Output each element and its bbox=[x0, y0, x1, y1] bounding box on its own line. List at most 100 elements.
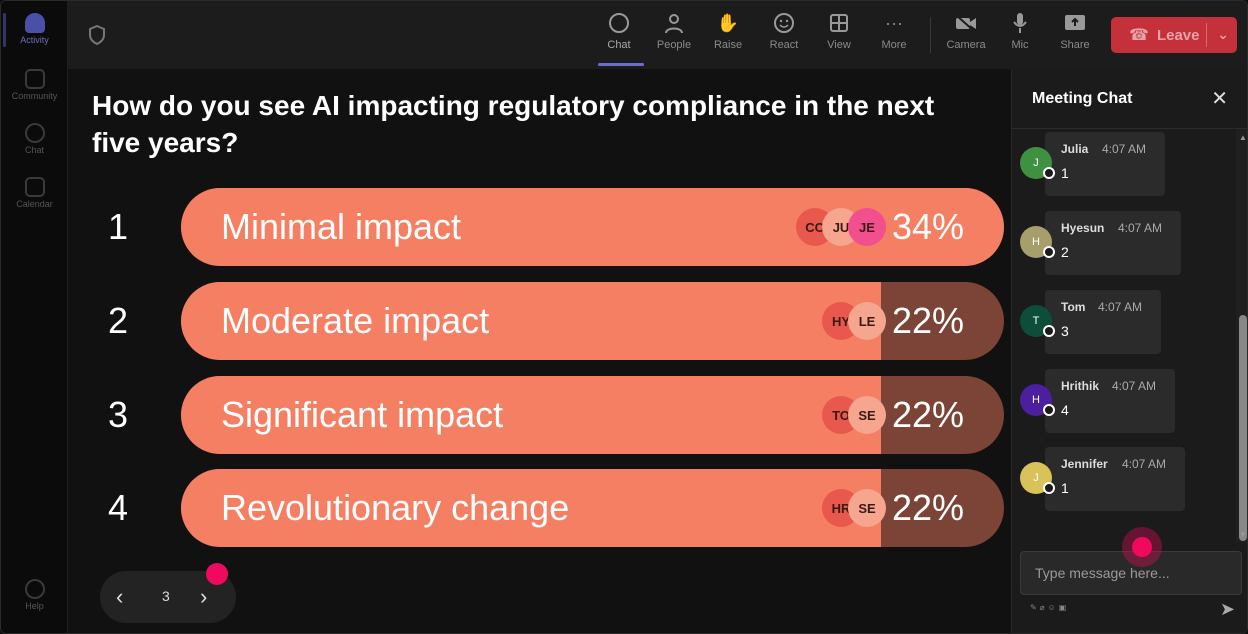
format-icon[interactable]: ✎ bbox=[1030, 603, 1037, 612]
pointer-indicator bbox=[1122, 527, 1162, 567]
meeting-toolbar: Chat People ✋ Raise React View ··· bbox=[68, 1, 1247, 69]
view-button[interactable]: View bbox=[813, 11, 865, 61]
message-author: Julia bbox=[1061, 142, 1089, 156]
rail-item-label: Activity bbox=[20, 35, 49, 45]
page-number: 3 bbox=[162, 588, 170, 604]
message-bubble: Hyesun 4:07 AM 2 bbox=[1045, 211, 1181, 275]
react-button[interactable]: React bbox=[758, 11, 810, 61]
message-time: 4:07 AM bbox=[1122, 457, 1167, 471]
toolbar-divider bbox=[930, 17, 931, 53]
presence-status-icon bbox=[1043, 246, 1055, 258]
share-screen-icon bbox=[1063, 11, 1087, 35]
attach-icon[interactable]: ⌀ bbox=[1039, 603, 1045, 612]
presence-status-icon bbox=[1043, 482, 1055, 494]
poll-option: 1 Minimal impact CO JU JE 34% bbox=[68, 188, 1011, 266]
chat-message[interactable]: T Tom 4:07 AM 3 bbox=[1020, 290, 1200, 354]
avatar[interactable]: H bbox=[1020, 384, 1052, 416]
option-number: 4 bbox=[108, 487, 129, 528]
option-bar-fill bbox=[181, 469, 881, 547]
message-time: 4:07 AM bbox=[1112, 379, 1157, 393]
next-page-button[interactable]: › bbox=[200, 584, 208, 609]
chat-button[interactable]: Chat bbox=[593, 11, 645, 61]
rail-item-label: Calendar bbox=[16, 199, 53, 209]
option-percentage: 22% bbox=[891, 300, 964, 341]
chat-message[interactable]: J Jennifer 4:07 AM 1 bbox=[1020, 447, 1200, 511]
chat-message[interactable]: J Julia 4:07 AM 1 bbox=[1020, 132, 1200, 196]
chat-button-label: Chat bbox=[607, 39, 631, 51]
raise-hand-label: Raise bbox=[713, 39, 743, 51]
chat-title: Meeting Chat bbox=[1032, 90, 1133, 107]
camera-button[interactable]: Camera bbox=[940, 11, 992, 61]
close-icon[interactable]: ✕ bbox=[1211, 88, 1228, 110]
people-button[interactable]: People bbox=[648, 11, 700, 61]
message-text: 3 bbox=[1061, 323, 1069, 339]
poll-option: 4 Revolutionary change HR SE 22% bbox=[68, 469, 1011, 547]
option-label: Significant impact bbox=[221, 394, 504, 435]
option-percentage: 34% bbox=[891, 206, 964, 247]
app-rail: Activity Community Chat Calendar Help bbox=[1, 1, 68, 633]
voter-avatars: TO SE bbox=[822, 396, 886, 434]
rail-item-chat[interactable]: Chat bbox=[1, 123, 68, 155]
rail-item-label: Chat bbox=[24, 145, 44, 155]
microphone-icon bbox=[1008, 11, 1032, 35]
help-icon bbox=[24, 579, 45, 599]
presence-status-icon bbox=[1043, 404, 1055, 416]
option-percentage: 22% bbox=[891, 487, 964, 528]
rail-item-activity[interactable]: Activity bbox=[1, 13, 68, 45]
scroll-up-icon[interactable]: ▲ bbox=[1239, 133, 1247, 142]
phone-hangup-icon: ☎ bbox=[1129, 27, 1149, 44]
message-bubble: Hrithik 4:07 AM 4 bbox=[1045, 369, 1175, 433]
chat-scrollbar[interactable]: ▲ ▼ bbox=[1236, 129, 1247, 543]
option-bar: Revolutionary change HR SE 22% bbox=[181, 469, 1004, 547]
rail-active-indicator bbox=[3, 13, 6, 47]
option-number: 1 bbox=[108, 206, 129, 247]
rail-item-calendar[interactable]: Calendar bbox=[1, 177, 68, 209]
message-author: Hrithik bbox=[1061, 379, 1100, 393]
gif-icon[interactable]: ▣ bbox=[1058, 603, 1067, 612]
send-icon[interactable]: ➤ bbox=[1219, 599, 1235, 619]
chat-icon bbox=[24, 123, 45, 143]
more-button[interactable]: ··· More bbox=[868, 11, 920, 61]
camera-button-label: Camera bbox=[946, 39, 986, 51]
chat-message[interactable]: H Hrithik 4:07 AM 4 bbox=[1020, 369, 1200, 433]
option-label: Moderate impact bbox=[221, 300, 490, 341]
message-text: 1 bbox=[1061, 480, 1069, 496]
chat-message[interactable]: H Hyesun 4:07 AM 2 bbox=[1020, 211, 1200, 275]
option-bar-fill bbox=[181, 376, 881, 454]
rail-item-community[interactable]: Community bbox=[1, 69, 68, 101]
rail-item-help[interactable]: Help bbox=[1, 579, 68, 611]
option-label: Revolutionary change bbox=[221, 487, 570, 528]
message-bubble: Jennifer 4:07 AM 1 bbox=[1045, 447, 1185, 511]
message-bubble: Tom 4:07 AM 3 bbox=[1045, 290, 1161, 354]
option-bar: Significant impact TO SE 22% bbox=[181, 376, 1004, 454]
option-number: 2 bbox=[108, 300, 129, 341]
more-icon: ··· bbox=[885, 12, 903, 33]
leave-button[interactable]: ☎ Leave ⌄ bbox=[1111, 17, 1237, 53]
emoji-icon[interactable]: ☺ bbox=[1047, 603, 1056, 612]
community-icon bbox=[24, 69, 45, 89]
poll-question: How do you see AI impacting regulatory c… bbox=[92, 90, 935, 158]
scroll-down-icon[interactable]: ▼ bbox=[1239, 530, 1247, 539]
option-bar: Minimal impact CO JU JE 34% bbox=[181, 188, 1004, 266]
mic-button[interactable]: Mic bbox=[994, 11, 1046, 61]
leave-separator bbox=[1206, 23, 1207, 47]
raise-hand-button[interactable]: ✋ Raise bbox=[702, 11, 754, 61]
previous-page-button[interactable]: ‹ bbox=[116, 584, 124, 609]
smiley-icon bbox=[772, 11, 796, 35]
voter-avatars: HY LE bbox=[822, 302, 886, 340]
option-bar-fill bbox=[181, 282, 881, 360]
chat-message-input[interactable] bbox=[1020, 551, 1242, 595]
scrollbar-thumb[interactable] bbox=[1239, 315, 1247, 541]
grid-icon bbox=[827, 11, 851, 35]
message-author: Hyesun bbox=[1061, 221, 1105, 235]
share-button[interactable]: Share bbox=[1049, 11, 1101, 61]
bell-icon bbox=[24, 13, 45, 33]
presence-status-icon bbox=[1043, 325, 1055, 337]
mic-button-label: Mic bbox=[1011, 39, 1029, 51]
message-time: 4:07 AM bbox=[1118, 221, 1163, 235]
option-percentage: 22% bbox=[891, 394, 964, 435]
chevron-down-icon[interactable]: ⌄ bbox=[1217, 26, 1229, 42]
voter-avatar: LE bbox=[848, 302, 886, 340]
message-author: Tom bbox=[1061, 300, 1086, 314]
